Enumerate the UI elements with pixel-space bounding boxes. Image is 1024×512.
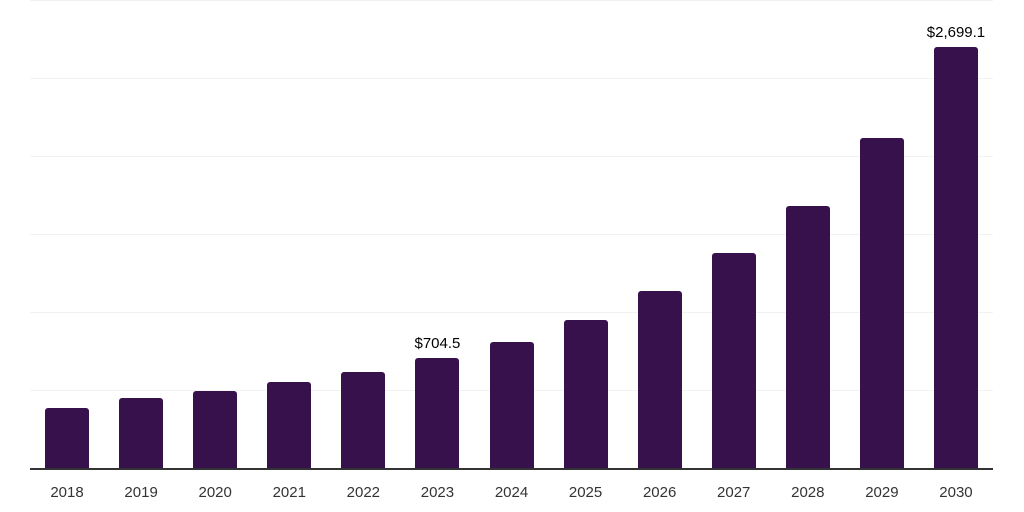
bar-2027 [711, 253, 756, 468]
bar-2022 [341, 372, 386, 468]
x-tick-label-2020: 2020 [198, 484, 232, 501]
bar-2018 [45, 407, 90, 468]
gridline-3000 [30, 0, 993, 1]
bar-2030 [933, 46, 978, 468]
gridline-2000 [30, 156, 993, 157]
gridline-2500 [30, 78, 993, 79]
bar-2021 [267, 382, 312, 468]
x-axis: 2018 2019 2020 2021 2022 2023 2024 2025 2026 2027… [30, 470, 993, 512]
plot-area: $704.5 $2,699.1 [30, 0, 993, 470]
x-tick-label-2028: 2028 [791, 484, 825, 501]
bar-2028 [785, 206, 830, 468]
x-tick-label-2029: 2029 [865, 484, 899, 501]
x-tick-label-2021: 2021 [272, 484, 306, 501]
bar-2026 [637, 290, 682, 468]
data-label-2030: $2,699.1 [926, 23, 986, 41]
x-tick-label-2027: 2027 [717, 484, 751, 501]
x-tick-label-2023: 2023 [420, 484, 455, 501]
bar-2020 [193, 390, 238, 468]
bar-2019 [119, 397, 164, 468]
x-tick-label-2022: 2022 [346, 484, 381, 501]
gridline-1500 [30, 234, 993, 235]
x-tick-label-2024: 2024 [494, 484, 529, 501]
bar-2023 [415, 358, 460, 468]
x-tick-label-2026: 2026 [642, 484, 677, 501]
gridline-1000 [30, 312, 993, 313]
data-label-2023: $704.5 [414, 335, 461, 353]
bar-2024 [489, 341, 534, 468]
bar-2029 [859, 138, 904, 468]
x-tick-label-2030: 2030 [939, 484, 973, 501]
x-tick-label-2018: 2018 [50, 484, 84, 501]
x-tick-label-2019: 2019 [124, 484, 158, 501]
x-tick-label-2025: 2025 [568, 484, 603, 501]
bar-2025 [563, 319, 608, 468]
